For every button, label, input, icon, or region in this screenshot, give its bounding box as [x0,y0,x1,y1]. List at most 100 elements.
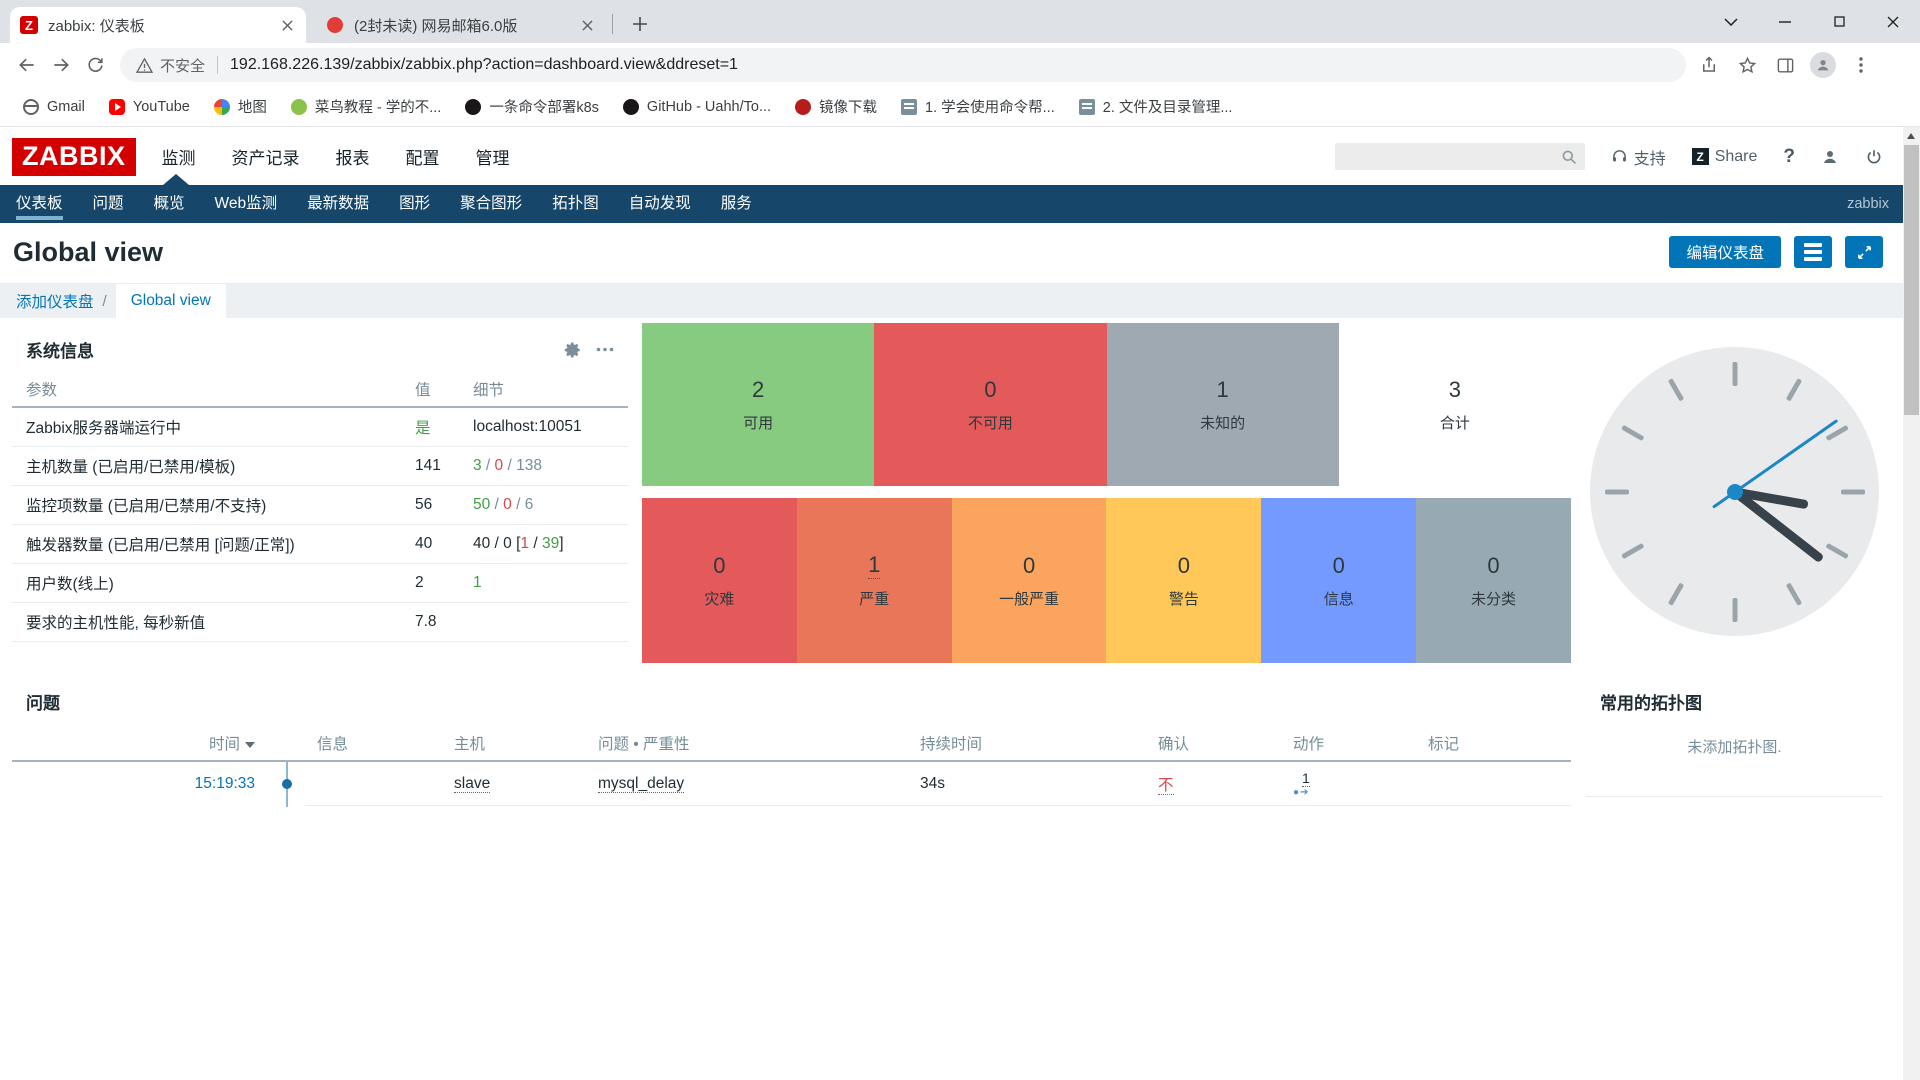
bookmark-maps[interactable]: 地图 [205,92,276,121]
subnav-overview[interactable]: 概览 [153,195,185,212]
expand-icon [1857,245,1871,259]
bookmark-gmail[interactable]: Gmail [14,95,94,119]
nav-configuration[interactable]: 配置 [405,149,440,168]
dashboard-menu-button[interactable] [1794,236,1832,268]
youtube-icon [108,98,125,115]
subnav-dashboard[interactable]: 仪表板 [16,185,63,223]
subnav-problems[interactable]: 问题 [92,195,124,212]
new-tab-button[interactable] [626,10,654,38]
nav-inventory[interactable]: 资产记录 [231,149,300,168]
search-input[interactable] [1334,143,1585,170]
browser-toolbar: 不安全 192.168.226.139/zabbix/zabbix.php?ac… [0,43,1920,87]
profile-avatar[interactable] [1806,48,1840,82]
runoob-icon [290,98,307,115]
severity-information: 0 信息 [1261,498,1417,663]
bookmark-doc2[interactable]: 2. 文件及目录管理... [1070,92,1242,121]
scrollbar-thumb[interactable] [1904,145,1919,415]
bookmark-github[interactable]: GitHub - Uahh/To... [614,95,780,119]
subnav-graphs[interactable]: 图形 [399,195,431,212]
subnav-web[interactable]: Web监测 [214,195,278,212]
bookmark-label: Gmail [47,98,85,115]
window-chevron-icon[interactable] [1704,0,1758,43]
problem-link[interactable]: mysql_delay [598,775,685,793]
column-header: 确认 [1158,736,1190,753]
window-close-button[interactable] [1866,0,1920,43]
breadcrumb: 添加仪表盘 / Global view [0,284,1903,318]
security-chip[interactable]: 不安全 [136,55,205,76]
nav-reports[interactable]: 报表 [335,149,370,168]
widget-title: 系统信息 [26,342,94,361]
bookmark-label: 镜像下载 [819,100,878,116]
timeline-cell [255,762,317,807]
browser-tab-bar: Z zabbix: 仪表板 (2封未读) 网易邮箱6.0版 [0,0,1920,43]
subnav-services[interactable]: 服务 [720,195,752,212]
reload-icon[interactable] [78,48,112,82]
column-header-time[interactable]: 时间 [12,732,255,754]
value-cell: 56 [415,496,433,513]
stat-count: 1 [1216,376,1229,402]
nav-monitoring[interactable]: 监测 [161,149,196,168]
security-label: 不安全 [160,57,206,75]
back-icon[interactable] [10,48,44,82]
tab-close-icon[interactable] [278,16,296,34]
tab-close-icon[interactable] [578,16,596,34]
window-maximize-button[interactable] [1812,0,1866,43]
window-minimize-button[interactable] [1758,0,1812,43]
tab-title: zabbix: 仪表板 [48,17,145,35]
stat-count: 2 [752,376,765,402]
current-dashboard-tab[interactable]: Global view [115,284,226,318]
support-link[interactable]: 支持 [1611,145,1666,169]
globe-icon [23,98,39,115]
url-text[interactable]: 192.168.226.139/zabbix/zabbix.php?action… [230,56,738,73]
user-icon[interactable] [1821,148,1839,166]
action-indicator[interactable]: 1 ●➔ [1293,770,1310,798]
subnav-discovery[interactable]: 自动发现 [628,195,691,212]
bookmark-star-icon[interactable] [1730,48,1764,82]
bookmark-youtube[interactable]: YouTube [100,95,199,119]
bookmark-runoob[interactable]: 菜鸟教程 - 学的不... [282,92,450,121]
help-icon[interactable]: ? [1783,145,1795,167]
system-info-widget: 系统信息 参数 值 细节 Zabbix服务器端运行中 是 localhost:1… [12,325,628,655]
host-link[interactable]: slave [454,775,491,793]
subnav-maps[interactable]: 拓扑图 [552,195,599,212]
subnav-latest-data[interactable]: 最新数据 [307,195,370,212]
severity-high: 1 严重 [796,498,952,663]
zabbix-share-icon: Z [1691,148,1709,165]
address-bar[interactable]: 不安全 192.168.226.139/zabbix/zabbix.php?ac… [120,48,1686,82]
forward-icon[interactable] [44,48,78,82]
share-page-icon[interactable] [1692,48,1726,82]
sort-desc-icon [245,741,255,748]
document-icon [901,98,918,115]
share-link[interactable]: Z Share [1691,148,1757,166]
page-scrollbar[interactable] [1903,127,1920,1080]
param-cell: 主机数量 (已启用/已禁用/模板) [26,459,236,476]
subnav-screens[interactable]: 聚合图形 [460,195,523,212]
host-cell: slave [454,775,598,793]
bookmark-mirror[interactable]: 镜像下载 [786,92,886,121]
stat-label: 一般严重 [999,590,1060,608]
scroll-up-icon[interactable] [1907,133,1915,139]
add-dashboard-link[interactable]: 添加仪表盘 [16,294,94,311]
logout-icon[interactable] [1865,148,1883,166]
problem-time-link[interactable]: 15:19:33 [194,775,255,792]
bookmark-label: 一条命令部署k8s [489,100,599,116]
stat-count: 0 [1022,552,1036,578]
kebab-menu-icon[interactable] [596,347,614,352]
severity-disaster: 0 灾难 [642,498,797,663]
nav-administration[interactable]: 管理 [475,149,510,168]
gear-icon[interactable] [564,341,582,359]
tab-zabbix[interactable]: Z zabbix: 仪表板 [10,7,306,43]
zabbix-logo[interactable]: ZABBIX [12,137,136,176]
column-header: 问题 • 严重性 [598,736,690,753]
browser-menu-icon[interactable] [1844,48,1878,82]
stat-count: 0 [1487,552,1500,578]
edit-dashboard-button[interactable]: 编辑仪表盘 [1669,236,1781,268]
stat-count-link[interactable]: 1 [868,552,881,579]
chip-separator [217,56,219,74]
tab-mail[interactable]: (2封未读) 网易邮箱6.0版 [316,7,606,43]
fullscreen-button[interactable] [1845,236,1883,268]
ack-link[interactable]: 不 [1158,777,1174,795]
bookmark-k8s[interactable]: 一条命令部署k8s [456,92,608,121]
bookmark-doc1[interactable]: 1. 学会使用命令帮... [892,92,1064,121]
side-panel-icon[interactable] [1768,48,1802,82]
